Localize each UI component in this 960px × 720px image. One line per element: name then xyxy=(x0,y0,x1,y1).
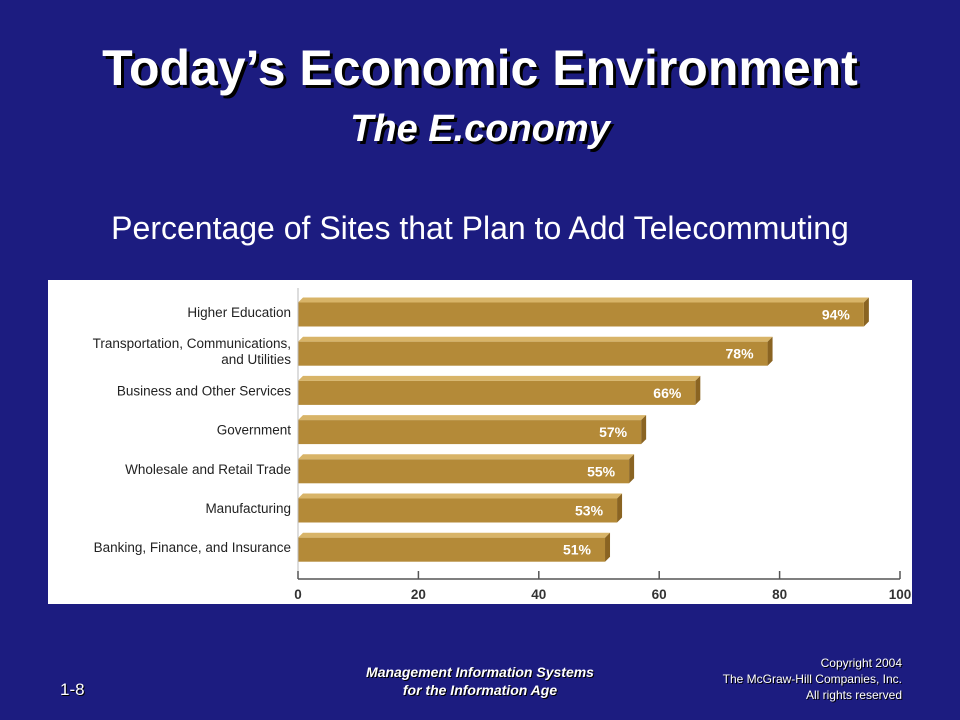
bar-top-face xyxy=(298,532,611,538)
category-label: Transportation, Communications, xyxy=(93,336,291,351)
x-tick-label: 80 xyxy=(772,587,787,602)
bar-chart: 94% Higher Education 78% Transportation, Co… xyxy=(93,288,912,602)
x-tick-label: 0 xyxy=(294,587,302,602)
bar-side-face xyxy=(767,336,773,366)
category-label: Business and Other Services xyxy=(117,383,291,398)
bar xyxy=(298,302,864,327)
bar-top-face xyxy=(298,375,701,381)
bar-side-face xyxy=(629,454,635,484)
category-label: Manufacturing xyxy=(205,501,291,516)
copyright-line1: Copyright 2004 xyxy=(820,656,902,670)
x-tick-label: 20 xyxy=(411,587,426,602)
bar xyxy=(298,420,642,445)
category-label: Banking, Finance, and Insurance xyxy=(94,540,291,555)
slide-number: 1-8 xyxy=(60,680,85,699)
x-tick-label: 40 xyxy=(531,587,546,602)
category-label: Government xyxy=(217,423,292,438)
bar-top-face xyxy=(298,336,773,342)
category-label: and Utilities xyxy=(221,352,291,367)
bar-top-face xyxy=(298,415,647,421)
x-tick-label: 60 xyxy=(652,587,667,602)
chart-title: Percentage of Sites that Plan to Add Tel… xyxy=(111,210,849,246)
bar-value-label: 94% xyxy=(822,307,851,323)
bar-side-face xyxy=(695,375,701,405)
bar-top-face xyxy=(298,454,635,460)
bar-value-label: 53% xyxy=(575,503,604,519)
bar-side-face xyxy=(863,297,869,327)
category-label: Higher Education xyxy=(187,305,291,320)
bar xyxy=(298,537,606,562)
slide-subtitle: The E.conomy xyxy=(350,108,610,150)
copyright-notice: Copyright 2004 The McGraw-Hill Companies… xyxy=(642,655,902,703)
category-label: Wholesale and Retail Trade xyxy=(125,462,291,477)
bar-value-label: 78% xyxy=(726,346,755,362)
copyright-line3: All rights reserved xyxy=(805,688,902,702)
bar-value-label: 66% xyxy=(653,385,682,401)
x-tick-label: 100 xyxy=(889,587,912,602)
bar-side-face xyxy=(641,415,647,445)
course-title-line2: for the Information Age xyxy=(402,682,558,698)
bar xyxy=(298,459,630,484)
copyright-line2: The McGraw-Hill Companies, Inc. xyxy=(722,672,902,686)
bar-value-label: 57% xyxy=(599,424,628,440)
bar-side-face xyxy=(605,532,611,562)
bar-value-label: 55% xyxy=(587,463,616,479)
bar xyxy=(298,341,768,366)
bar-side-face xyxy=(617,493,623,523)
bar-top-face xyxy=(298,493,623,499)
bar-top-face xyxy=(298,297,869,303)
bar-value-label: 51% xyxy=(563,542,592,558)
chart-panel: 94% Higher Education 78% Transportation, Co… xyxy=(48,280,912,604)
course-title-line1: Management Information Systems xyxy=(366,664,594,680)
bar xyxy=(298,498,618,523)
course-footer: Management Information Systems for the I… xyxy=(330,663,630,699)
slide-title: Today’s Economic Environment xyxy=(102,40,858,96)
bar xyxy=(298,380,696,405)
